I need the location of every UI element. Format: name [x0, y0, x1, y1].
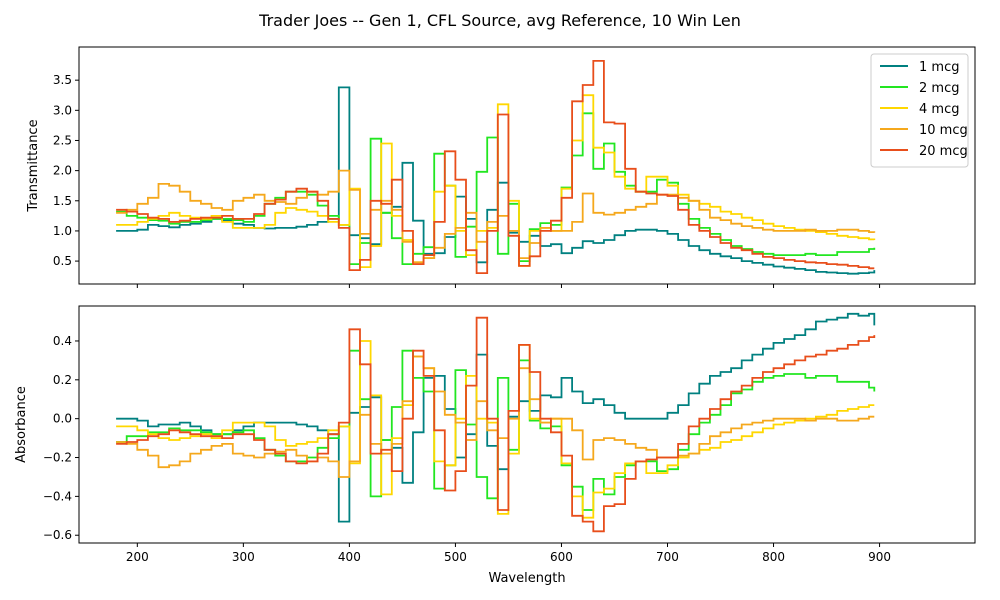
- y-tick-label: 2.0: [53, 164, 72, 178]
- panel-absorbance: −0.6 −0.4 −0.2 0.0 0.2 0.4 200 300 400 500 600 700 8…: [14, 305, 976, 586]
- chart-panels: 0.5 1.0 1.5 2.0 2.5 3.0 3.5 Transmittance 1 mcg 2…: [14, 46, 976, 586]
- series-line-1-mcg: [116, 312, 876, 523]
- y-tick-label: 3.0: [53, 103, 72, 117]
- y-tick-label: 0.4: [53, 334, 72, 348]
- x-tick-label: 500: [444, 550, 467, 564]
- y-tick-label: 0.2: [53, 373, 72, 387]
- legend-entry: 4 mcg: [919, 102, 959, 117]
- y-tick-label: 3.5: [53, 73, 72, 87]
- y-tick-label: 2.5: [53, 133, 72, 147]
- y-tick-label: −0.4: [43, 489, 72, 503]
- x-tick-label: 800: [762, 550, 785, 564]
- x-tick-label: 900: [868, 550, 891, 564]
- plot-frame: [78, 305, 976, 544]
- x-tick-label: 700: [656, 550, 679, 564]
- legend-entry: 20 mcg: [919, 144, 968, 159]
- y-axis-label: Transmittance: [26, 119, 41, 212]
- x-tick-label: 300: [232, 550, 255, 564]
- legend-entry: 2 mcg: [919, 81, 959, 96]
- series-line-20-mcg: [116, 60, 875, 274]
- chart-title: Trader Joes -- Gen 1, CFL Source, avg Re…: [258, 11, 741, 30]
- plot-frame: [78, 46, 976, 285]
- y-tick-label: 1.0: [53, 224, 72, 238]
- y-tick-label: −0.6: [43, 528, 72, 542]
- legend-box: [870, 53, 969, 168]
- x-axis-label: Wavelength: [488, 571, 565, 586]
- legend-entry: 1 mcg: [919, 60, 959, 75]
- y-tick-label: −0.2: [43, 451, 72, 465]
- y-tick-label: 1.5: [53, 194, 72, 208]
- series-line-10-mcg: [116, 355, 875, 478]
- panel-transmittance: 0.5 1.0 1.5 2.0 2.5 3.0 3.5 Transmittance 1 mcg 2…: [26, 46, 976, 288]
- y-tick-label: 0.0: [53, 412, 72, 426]
- y-axis-label: Absorbance: [14, 386, 29, 463]
- series-line-4-mcg: [116, 94, 876, 268]
- x-tick-label: 400: [338, 550, 361, 564]
- x-tick-label: 600: [550, 550, 573, 564]
- legend-entry: 10 mcg: [919, 123, 968, 138]
- legend: 1 mcg 2 mcg 4 mcg 10 mcg 20 mcg: [870, 53, 969, 168]
- y-tick-label: 0.5: [53, 254, 72, 268]
- x-tick-label: 200: [126, 550, 149, 564]
- series-line-4-mcg: [116, 340, 875, 519]
- series-line-1-mcg: [116, 86, 876, 275]
- series-line-20-mcg: [116, 316, 876, 533]
- series-line-2-mcg: [116, 112, 876, 265]
